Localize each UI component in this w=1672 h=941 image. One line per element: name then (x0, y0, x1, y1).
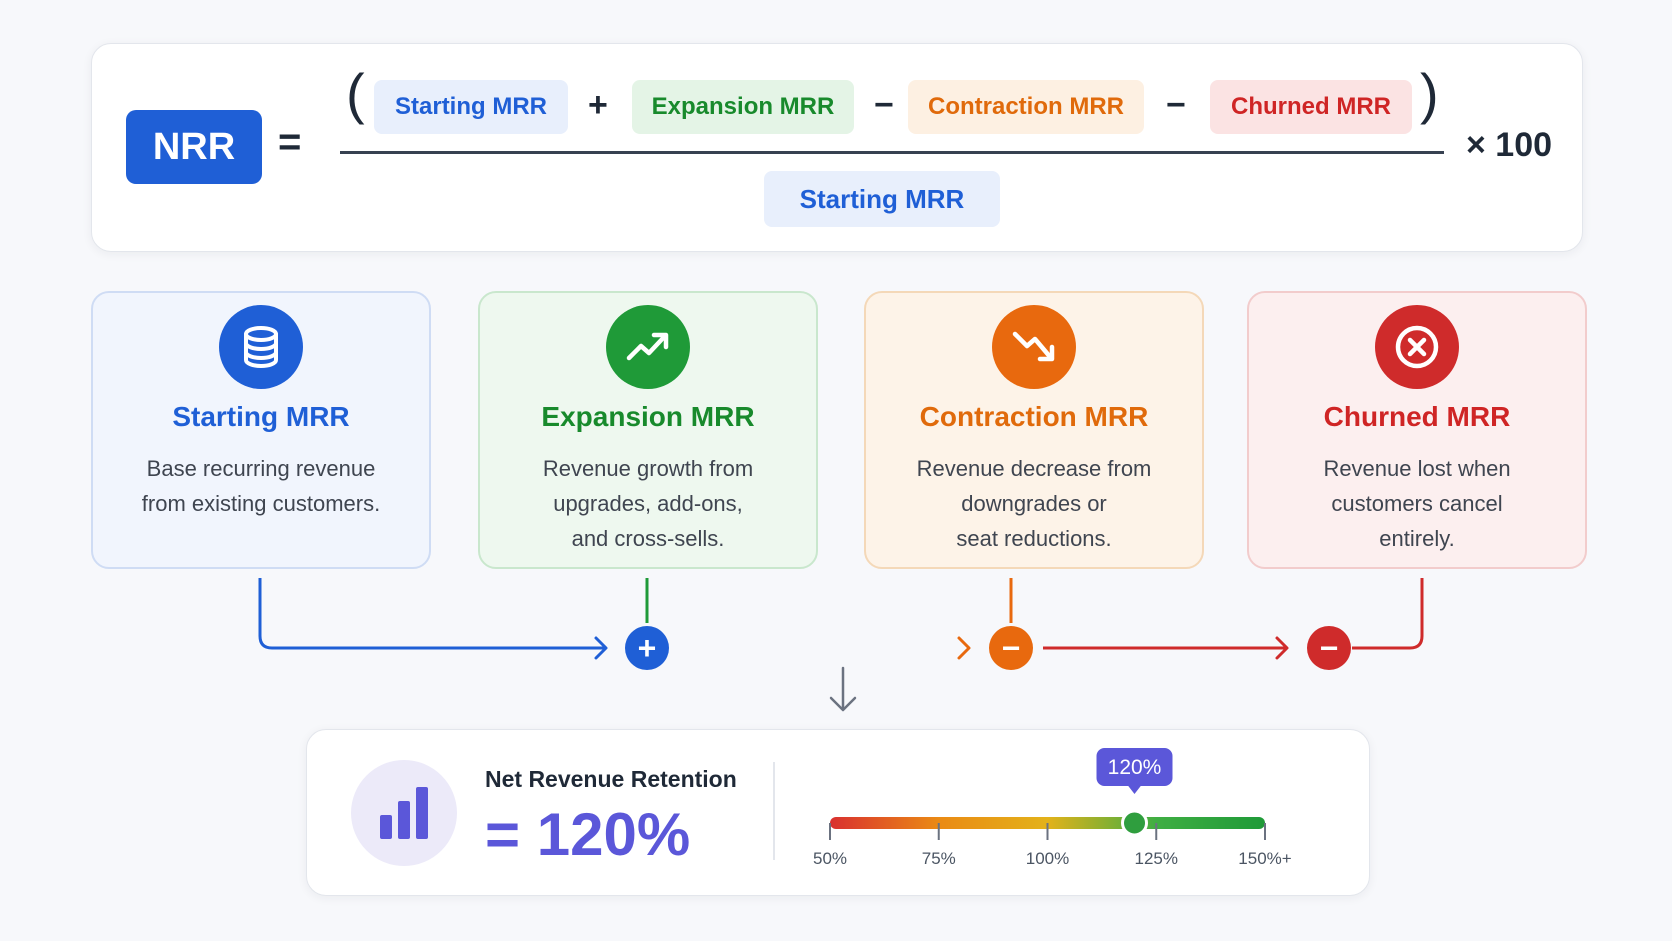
minus-operator-1: − (874, 86, 894, 124)
description-line: downgrades or (961, 491, 1107, 516)
component-card-contraction-mrr: Contraction MRR Revenue decrease from do… (864, 291, 1204, 569)
minus-node-label: − (1002, 630, 1021, 666)
description-line: Revenue lost when (1323, 456, 1511, 481)
description-line: Revenue decrease from (916, 456, 1152, 481)
database-icon (219, 305, 303, 389)
description-line: upgrades, add-ons, (553, 491, 743, 516)
plus-node-label: + (638, 630, 657, 666)
component-card-starting-mrr: Starting MRR Base recurring revenue from… (91, 291, 431, 569)
flow-line-starting (258, 578, 606, 650)
flow-arrowhead (1275, 636, 1289, 660)
gauge-tick-label: 75% (922, 849, 956, 868)
component-card-expansion-mrr: Expansion MRR Revenue growth from upgrad… (478, 291, 818, 569)
component-title: Starting MRR (172, 401, 350, 432)
minus-node-2: − (1307, 626, 1351, 670)
plus-operator: + (588, 86, 608, 124)
numerator-term-expansion-mrr: Expansion MRR (632, 80, 854, 134)
description-line: Base recurring revenue (146, 456, 376, 481)
down-arrow-icon (829, 666, 857, 712)
nrr-badge: NRR (126, 110, 262, 184)
description-line: customers cancel (1331, 491, 1503, 516)
denominator-starting-mrr: Starting MRR (764, 171, 1000, 227)
equals-sign: = (278, 120, 302, 164)
bar-chart-icon (351, 760, 457, 866)
gauge-tick-label: 125% (1135, 849, 1178, 868)
component-title: Expansion MRR (541, 401, 755, 432)
retention-gauge: 50% 75% 100% 125% 150%+ 120% (813, 748, 1292, 868)
open-paren: ( (346, 62, 365, 125)
component-description: Base recurring revenue from existing cus… (115, 451, 407, 521)
description-line: and cross-sells. (571, 526, 725, 551)
component-title: Churned MRR (1323, 401, 1511, 432)
close-paren: ) (1420, 62, 1439, 125)
divider (773, 762, 775, 860)
result-value: = 120% (485, 801, 691, 868)
flow-line-churned (1352, 578, 1424, 650)
gauge-callout-pointer (1127, 785, 1142, 794)
description-line: entirely. (1379, 526, 1455, 551)
description-line: seat reductions. (956, 526, 1112, 551)
plus-node: + (625, 626, 669, 670)
flow-arrowhead (957, 636, 971, 660)
gauge-tick-label: 50% (813, 849, 847, 868)
flow-arrowhead (594, 636, 608, 660)
component-description: Revenue lost when customers cancel entir… (1271, 451, 1563, 556)
gauge-callout (1096, 748, 1173, 786)
formula-card: NRR = ( Starting MRR + Expansion MRR − C… (91, 43, 1583, 252)
gauge-tick-label: 150%+ (1238, 849, 1291, 868)
component-card-churned-mrr: Churned MRR Revenue lost when customers … (1247, 291, 1587, 569)
fraction-line (340, 151, 1444, 154)
numerator-term-contraction-mrr: Contraction MRR (908, 80, 1144, 134)
numerator-term-starting-mrr: Starting MRR (374, 80, 568, 134)
description-line: Revenue growth from (542, 456, 754, 481)
component-description: Revenue decrease from downgrades or seat… (888, 451, 1180, 556)
description-line: from existing customers. (141, 491, 381, 516)
result-card: Net Revenue Retention = 120% 50% 75% 100% 1… (306, 729, 1370, 896)
minus-operator-2: − (1166, 86, 1186, 124)
multiplier: × 100 (1466, 126, 1553, 164)
trending-up-icon (606, 305, 690, 389)
result-label: Net Revenue Retention (485, 766, 737, 792)
trending-down-icon (992, 305, 1076, 389)
component-title: Contraction MRR (919, 401, 1149, 432)
minus-node-label: − (1320, 630, 1339, 666)
x-circle-icon (1375, 305, 1459, 389)
component-description: Revenue growth from upgrades, add-ons, a… (502, 451, 794, 556)
gauge-value-label: 120% (1108, 756, 1162, 779)
numerator-term-churned-mrr: Churned MRR (1210, 80, 1412, 134)
gauge-tick-label: 100% (1026, 849, 1069, 868)
minus-node-1: − (989, 626, 1033, 670)
gauge-marker (1121, 809, 1148, 837)
